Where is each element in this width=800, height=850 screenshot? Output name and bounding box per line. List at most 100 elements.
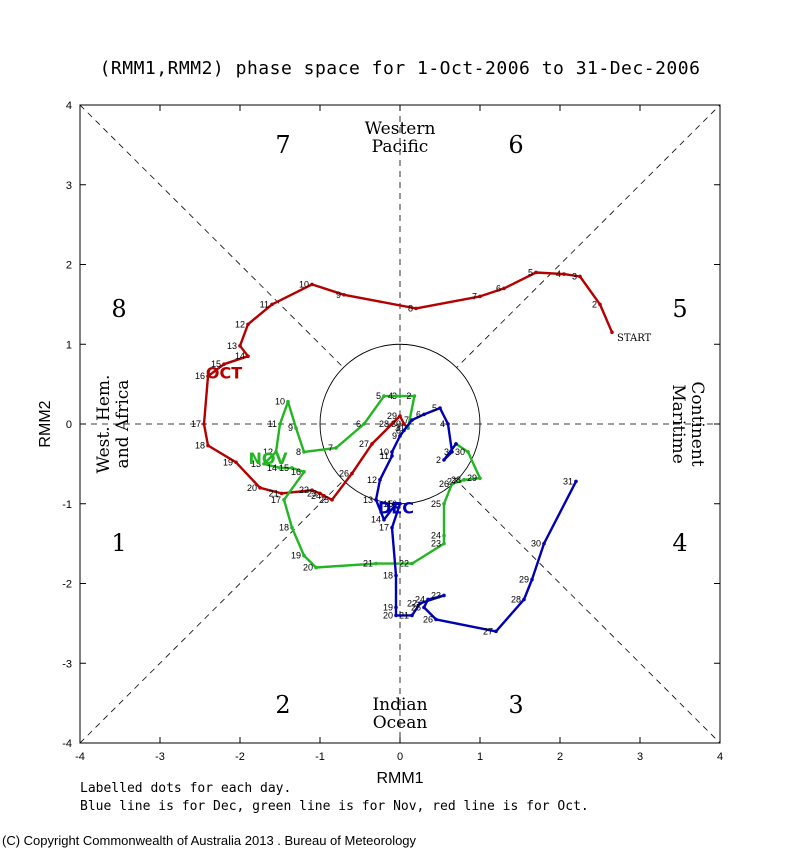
copyright-text: (C) Copyright Commonwealth of Australia …	[2, 833, 417, 848]
day-label: 20	[247, 483, 257, 493]
day-label: 21	[363, 559, 373, 569]
day-dot	[422, 605, 426, 610]
x-tick-label: 0	[397, 751, 403, 763]
day-dot	[394, 501, 398, 506]
day-label: 2	[406, 391, 411, 401]
day-dot	[246, 322, 250, 327]
day-dot	[310, 488, 314, 492]
phase-number-5: 5	[672, 295, 687, 323]
day-label: 4	[388, 391, 393, 401]
day-dot	[302, 450, 306, 454]
day-label: 17	[191, 419, 201, 429]
day-label: 12	[235, 319, 245, 329]
day-dot	[446, 422, 450, 426]
day-label: 14	[371, 515, 381, 525]
day-label: 7	[404, 415, 409, 425]
y-tick-label: 2	[66, 260, 72, 272]
day-label: 17	[379, 523, 389, 533]
day-label: 25	[431, 499, 441, 509]
day-label: 26	[423, 614, 433, 624]
day-label: 9	[336, 290, 341, 300]
day-dot	[450, 450, 454, 454]
day-dot	[398, 434, 402, 438]
day-label: 14	[267, 463, 277, 473]
day-label: 22	[399, 559, 409, 569]
day-label: 27	[483, 626, 493, 636]
day-label: 6	[356, 419, 361, 429]
day-dot	[334, 446, 338, 450]
y-axis-label: RMM2	[37, 400, 54, 447]
day-dot	[262, 462, 266, 466]
region-west-hem-line2: and Africa	[113, 380, 133, 469]
region-maritime-line2: Continent	[687, 381, 707, 466]
day-dot	[282, 497, 286, 502]
day-label: 27	[359, 439, 369, 449]
day-label: 29	[467, 473, 477, 483]
day-dot	[562, 272, 566, 276]
day-dot	[438, 406, 442, 410]
phase-number-1: 1	[111, 529, 126, 557]
day-label: 11	[380, 451, 389, 461]
day-label: 2	[436, 455, 441, 465]
day-label: 20	[383, 610, 393, 620]
day-dot	[442, 593, 446, 598]
day-dot	[294, 426, 298, 430]
day-dot	[422, 412, 426, 417]
day-label: 13	[227, 341, 237, 351]
day-label: 19	[383, 602, 393, 612]
day-label: 29	[387, 411, 397, 421]
day-dot	[279, 491, 284, 496]
day-label: 10	[379, 447, 389, 457]
day-label: 26	[439, 479, 449, 489]
day-dot	[442, 541, 446, 546]
region-maritime-line1: Maritime	[668, 384, 688, 464]
day-label: 27	[447, 476, 457, 486]
day-label: 9	[392, 431, 397, 441]
day-dot	[398, 394, 402, 398]
day-label: 20	[303, 563, 313, 573]
day-label: 25	[411, 602, 421, 612]
day-dot	[398, 501, 402, 506]
day-dot	[478, 294, 482, 299]
day-label: 29	[519, 575, 529, 585]
day-dot	[274, 450, 278, 454]
day-label: 19	[223, 457, 233, 467]
day-dot	[534, 270, 538, 275]
day-dot	[290, 525, 294, 530]
day-dot	[410, 561, 414, 566]
month-label-nov: NOV	[249, 449, 289, 468]
day-dot	[390, 525, 394, 530]
x-tick-label: -4	[75, 751, 85, 763]
day-dot	[530, 577, 534, 582]
day-dot	[410, 613, 414, 618]
day-label: 21	[269, 488, 279, 498]
day-label: 18	[383, 571, 393, 581]
day-dot	[238, 344, 242, 348]
day-label: 10	[275, 397, 285, 407]
day-label: 6	[496, 283, 501, 293]
day-label: 15	[383, 499, 393, 509]
day-label: 22	[299, 485, 309, 495]
region-west-hem-line1: West. Hem.	[94, 375, 114, 474]
day-dot	[442, 501, 446, 506]
x-tick-label: 2	[557, 751, 563, 763]
day-dot	[390, 454, 394, 458]
day-label: 4	[440, 419, 445, 429]
day-label: 31	[563, 476, 573, 486]
day-label: 24	[311, 491, 321, 501]
chart-title: (RMM1,RMM2) phase space for 1-Oct-2006 t…	[100, 58, 701, 79]
day-dot	[286, 399, 290, 404]
phase-number-2: 2	[275, 691, 290, 719]
day-label: 21	[399, 610, 409, 620]
day-label: 26	[339, 468, 349, 478]
y-tick-label: 3	[66, 180, 72, 192]
day-label: 15	[211, 359, 221, 369]
x-tick-label: -2	[235, 751, 245, 763]
day-label: 28	[379, 419, 389, 429]
day-label: 5	[528, 267, 533, 277]
day-label: 15	[279, 463, 289, 473]
day-dot	[350, 471, 354, 476]
month-label-dec: DEC	[378, 498, 414, 517]
